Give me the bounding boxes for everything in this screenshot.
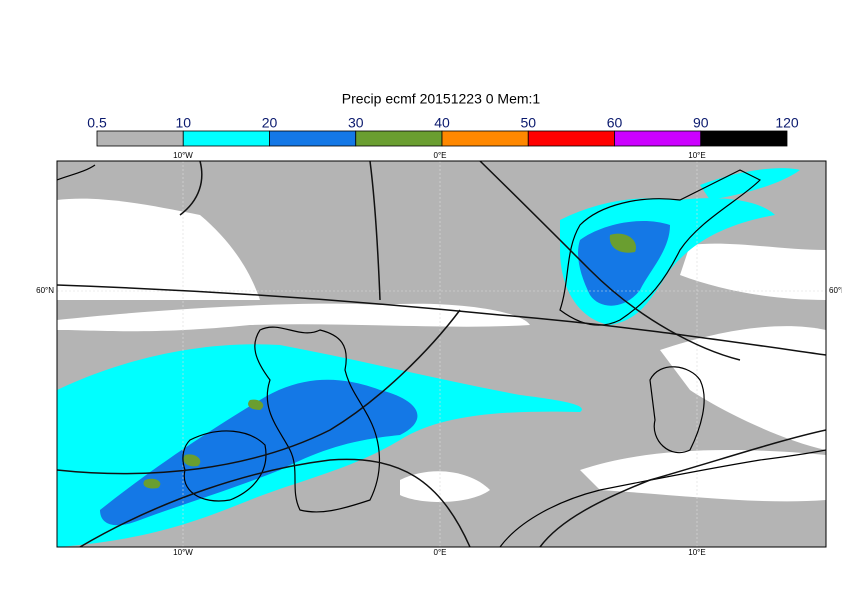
colorbar-box bbox=[527, 130, 615, 147]
map-labels: 10°W 0°E 10°E 10°W 0°E 10°E 60°N 60°N bbox=[36, 151, 842, 557]
colorbar-label: 90 bbox=[693, 115, 709, 131]
colorbar-label: 40 bbox=[434, 115, 450, 131]
colorbar-label: 60 bbox=[607, 115, 623, 131]
precip-20 bbox=[578, 220, 670, 306]
dry-area bbox=[680, 243, 826, 300]
colorbar-box bbox=[269, 130, 357, 147]
precip-30 bbox=[609, 233, 636, 253]
colorbar-box bbox=[96, 130, 184, 147]
lon-label: 10°E bbox=[688, 151, 705, 160]
precip-30 bbox=[248, 399, 264, 410]
lon-label: 10°W bbox=[173, 548, 193, 557]
colorbar-box bbox=[441, 130, 529, 147]
dry-area bbox=[580, 450, 826, 502]
colorbar-label: 20 bbox=[262, 115, 278, 131]
isobars bbox=[57, 161, 826, 547]
colorbar-label: 30 bbox=[348, 115, 364, 131]
colorbar: 0.5 10 20 30 40 50 60 90 120 bbox=[87, 115, 799, 147]
colorbar-label: 0.5 bbox=[87, 115, 107, 131]
colorbar-box bbox=[700, 130, 788, 147]
dry-area bbox=[660, 326, 826, 450]
map-frame bbox=[56, 160, 827, 548]
map bbox=[57, 161, 826, 547]
colorbar-label: 50 bbox=[520, 115, 536, 131]
dry-area bbox=[57, 198, 260, 300]
colorbar-box bbox=[355, 130, 443, 147]
lat-label: 60°N bbox=[36, 286, 54, 295]
coastlines bbox=[57, 164, 826, 547]
colorbar-box bbox=[614, 130, 702, 147]
lon-label: 10°W bbox=[173, 151, 193, 160]
title: Precip ecmf 20151223 0 Mem:1 bbox=[342, 91, 541, 107]
colorbar-box bbox=[182, 130, 270, 147]
lon-label: 0°E bbox=[434, 151, 447, 160]
dry-area bbox=[400, 471, 490, 502]
lat-label: 60°N bbox=[829, 286, 842, 295]
lon-label: 10°E bbox=[688, 548, 705, 557]
dry-area bbox=[57, 303, 530, 332]
colorbar-label: 120 bbox=[775, 115, 799, 131]
precip-10 bbox=[700, 168, 800, 200]
precip-20 bbox=[100, 379, 418, 526]
precip-30 bbox=[143, 478, 161, 489]
precip-30 bbox=[183, 454, 201, 467]
lon-label: 0°E bbox=[434, 548, 447, 557]
colorbar-label: 10 bbox=[175, 115, 191, 131]
